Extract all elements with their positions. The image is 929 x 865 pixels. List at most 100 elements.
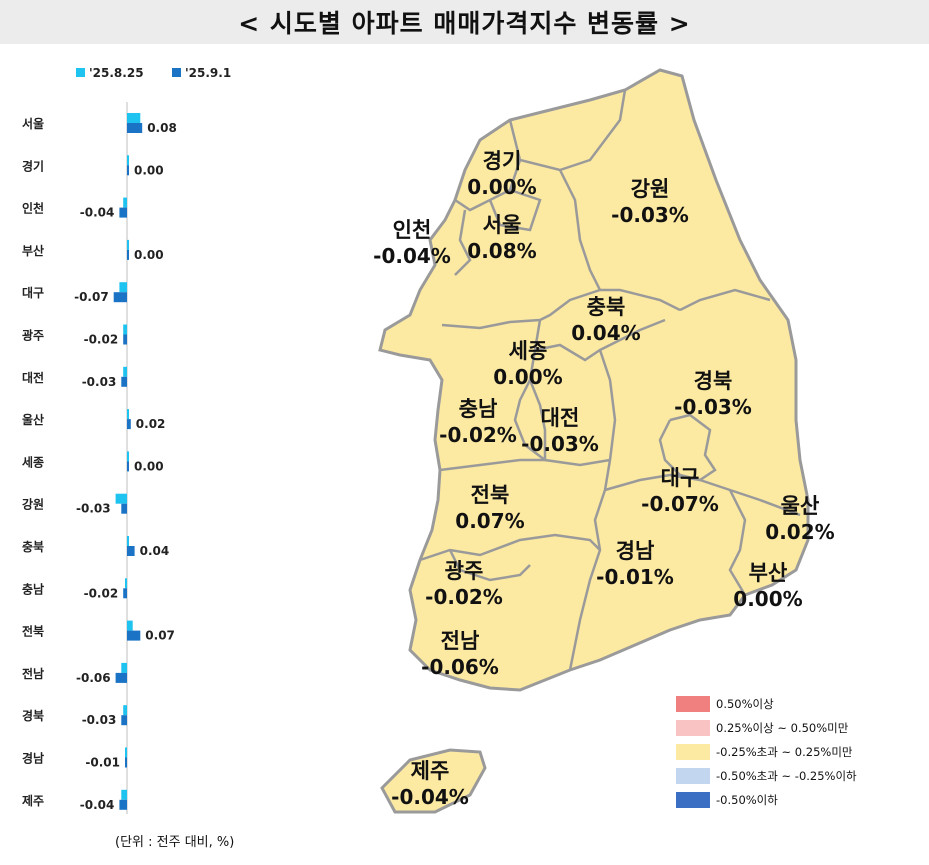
value-label: 0.00 bbox=[134, 248, 164, 262]
map-labels: 경기0.00% 강원-0.03%인천-0.04%서울0.08%충북0.04%세종0… bbox=[373, 149, 835, 809]
border-line bbox=[528, 319, 547, 460]
bar-curr-week bbox=[127, 630, 141, 641]
region-map: 경기0.00% 강원-0.03%인천-0.04%서울0.08%충북0.04%세종0… bbox=[373, 68, 835, 814]
color-legend-swatch bbox=[676, 720, 710, 736]
value-label: -0.03 bbox=[82, 713, 117, 727]
region-name-label: 세종 bbox=[509, 339, 548, 363]
bar-curr-week bbox=[127, 123, 143, 133]
color-legend-swatch bbox=[676, 792, 710, 808]
color-legend-label: 0.50%이상 bbox=[716, 697, 774, 711]
region-value-label: -0.07% bbox=[641, 492, 719, 516]
region-value-label: -0.04% bbox=[391, 785, 469, 809]
bar-curr-week bbox=[113, 292, 127, 303]
bar-prev-week bbox=[127, 620, 133, 631]
color-legend-item: -0.50%초과 ~ -0.25%이하 bbox=[676, 765, 857, 787]
category-label: 강원 bbox=[22, 498, 44, 512]
region-value-label: -0.02% bbox=[439, 423, 517, 447]
color-scale-legend: 0.50%이상 0.25%이상 ~ 0.50%미만 -0.25%초과 ~ 0.2… bbox=[676, 693, 857, 813]
color-legend-label: -0.50%초과 ~ -0.25%이하 bbox=[716, 769, 857, 783]
color-legend-label: -0.25%초과 ~ 0.25%미만 bbox=[716, 745, 853, 759]
bar-curr-week bbox=[127, 546, 135, 556]
region-name-label: 전남 bbox=[441, 629, 480, 653]
category-label: 대전 bbox=[22, 370, 44, 385]
region-value-label: 0.02% bbox=[765, 520, 834, 544]
bar-prev-week bbox=[127, 239, 129, 250]
region-name-label: 경남 bbox=[616, 539, 655, 563]
value-label: -0.04 bbox=[80, 206, 115, 220]
color-legend-swatch bbox=[676, 768, 710, 784]
value-label: -0.07 bbox=[74, 290, 109, 304]
region-name-label: 울산 bbox=[781, 494, 820, 518]
border-line bbox=[728, 489, 747, 596]
bar-prev-week bbox=[123, 705, 127, 716]
bar-prev-week bbox=[119, 282, 127, 293]
region-name-label: 부산 bbox=[749, 561, 788, 585]
bar-curr-week bbox=[119, 799, 127, 810]
value-label: -0.04 bbox=[80, 798, 115, 812]
title-bar: < 시도별 아파트 매매가격지수 변동률 > bbox=[0, 0, 929, 44]
border-line bbox=[513, 379, 611, 467]
border-line bbox=[598, 349, 617, 461]
mainland-shape bbox=[378, 68, 810, 692]
value-label: -0.03 bbox=[82, 375, 117, 389]
category-label: 대구 bbox=[22, 286, 44, 300]
region-name-label: 경북 bbox=[694, 369, 733, 393]
value-label: 0.04 bbox=[140, 544, 170, 558]
region-name-label: 경기 bbox=[483, 149, 522, 173]
region-value-label: -0.03% bbox=[521, 432, 599, 456]
bar-curr-week bbox=[123, 334, 127, 345]
border-line bbox=[508, 89, 627, 172]
color-legend-item: -0.50%이하 bbox=[676, 789, 857, 811]
category-label: 인천 bbox=[22, 201, 44, 216]
bar-prev-week bbox=[127, 536, 129, 546]
category-label: 서울 bbox=[22, 116, 44, 131]
bar-chart: '25.8.25 '25.9.1 서울 0.08 경기 0.00 인천 -0.04 부산 0.00… bbox=[22, 66, 231, 814]
region-name-label: 강원 bbox=[631, 177, 670, 201]
region-value-label: -0.01% bbox=[596, 565, 674, 589]
category-label: 경기 bbox=[22, 158, 44, 173]
region-value-label: 0.00% bbox=[467, 175, 536, 199]
region-value-label: 0.07% bbox=[455, 509, 524, 533]
category-label: 전북 bbox=[22, 624, 44, 639]
border-line bbox=[699, 478, 801, 517]
bar-prev-week bbox=[125, 747, 127, 758]
region-value-label: 0.04% bbox=[571, 321, 640, 345]
value-label: 0.07 bbox=[145, 629, 175, 643]
region-name-label: 대구 bbox=[661, 466, 700, 490]
bar-prev-week bbox=[127, 155, 129, 166]
border-line bbox=[454, 209, 472, 276]
bar-legend: '25.8.25 '25.9.1 bbox=[76, 66, 231, 80]
bar-curr-week bbox=[123, 588, 127, 599]
region-name-label: 대전 bbox=[541, 406, 580, 430]
value-label: 0.00 bbox=[134, 459, 164, 473]
region-name-label: 광주 bbox=[445, 559, 484, 583]
region-value-label: 0.08% bbox=[467, 239, 536, 263]
legend-label: '25.9.1 bbox=[185, 66, 231, 80]
bar-curr-week bbox=[127, 419, 131, 430]
region-name-label: 인천 bbox=[393, 218, 432, 242]
value-label: 0.00 bbox=[134, 163, 164, 177]
category-label: 광주 bbox=[22, 328, 44, 343]
category-label: 부산 bbox=[22, 243, 44, 258]
border-line bbox=[448, 549, 531, 582]
bar-curr-week bbox=[127, 165, 129, 176]
bar-curr-week bbox=[127, 249, 129, 260]
color-legend-swatch bbox=[676, 696, 710, 712]
region-value-label: -0.06% bbox=[421, 655, 499, 679]
color-legend-swatch bbox=[676, 744, 710, 760]
value-label: -0.02 bbox=[84, 333, 119, 347]
bar-curr-week bbox=[121, 376, 127, 387]
region-value-label: -0.03% bbox=[674, 395, 752, 419]
color-legend-item: 0.50%이상 bbox=[676, 693, 857, 715]
bar-prev-week bbox=[127, 113, 141, 123]
value-label: -0.06 bbox=[76, 671, 111, 685]
color-legend-label: 0.25%이상 ~ 0.50%미만 bbox=[716, 721, 849, 735]
legend-swatch bbox=[172, 68, 181, 77]
value-label: 0.08 bbox=[147, 121, 177, 135]
region-value-label: 0.00% bbox=[733, 587, 802, 611]
color-legend-item: -0.25%초과 ~ 0.25%미만 bbox=[676, 741, 857, 763]
bar-curr-week bbox=[127, 461, 129, 472]
value-label: 0.02 bbox=[136, 417, 166, 431]
region-name-label: 서울 bbox=[483, 213, 522, 237]
map-shapes bbox=[378, 68, 810, 814]
